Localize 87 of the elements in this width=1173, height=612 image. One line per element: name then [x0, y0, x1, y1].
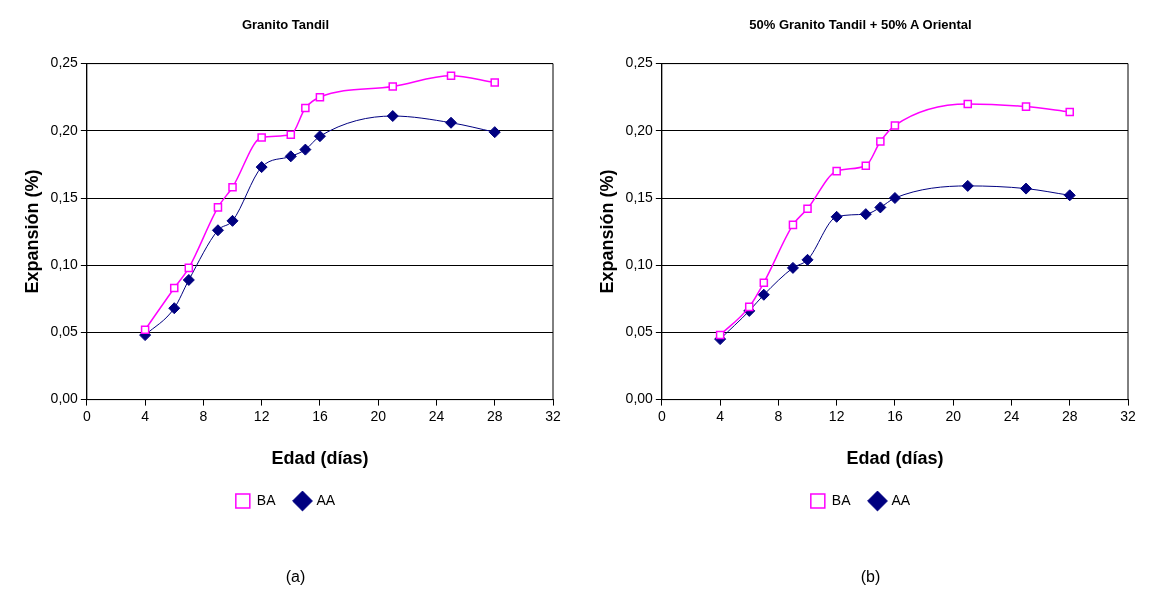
point	[388, 82, 398, 91]
x-tick-label: 0	[657, 407, 666, 424]
point	[228, 182, 237, 192]
y-tick-label: 0,25	[625, 54, 654, 71]
point	[386, 110, 399, 123]
y-tick-label: 0,00	[50, 390, 79, 407]
point	[284, 150, 297, 163]
x-tick-label: 4	[141, 407, 150, 424]
y-tick-label: 0,05	[50, 323, 79, 340]
point	[286, 130, 296, 140]
y-tick-label: 0,20	[50, 121, 79, 138]
x-tick-label: 8	[774, 407, 783, 424]
point	[801, 253, 814, 266]
point	[744, 302, 754, 312]
point	[1020, 182, 1033, 195]
point	[213, 203, 223, 212]
point	[1063, 189, 1076, 202]
point	[830, 210, 843, 223]
x-tick-label: 16	[312, 407, 328, 424]
point	[759, 278, 769, 287]
point	[313, 130, 326, 143]
point	[182, 273, 195, 286]
y-tick-label: 0,00	[625, 390, 654, 407]
legend-label: AA	[316, 491, 336, 508]
point	[963, 99, 973, 109]
x-tick-label: 0	[82, 407, 91, 424]
point	[859, 208, 872, 221]
legend-label: AA	[891, 491, 911, 508]
y-tick-label: 0,10	[625, 256, 654, 273]
point	[832, 166, 841, 176]
x-tick-label: 32	[1120, 407, 1136, 424]
point	[803, 204, 812, 214]
point	[786, 261, 799, 274]
y-tick-label: 0,15	[625, 188, 654, 205]
text: (b)	[859, 568, 882, 586]
y-tick-label: 0,10	[50, 256, 79, 273]
y-tick-label: 0,25	[50, 54, 79, 71]
x-tick-label: 16	[887, 407, 903, 424]
point	[876, 137, 885, 146]
point	[140, 325, 150, 334]
point	[445, 116, 458, 129]
point	[446, 71, 456, 80]
x-tick-label: 24	[428, 407, 445, 424]
point	[888, 192, 901, 204]
point	[1021, 102, 1031, 111]
point	[890, 121, 900, 130]
y-axis-title: Expansión (%)	[596, 169, 617, 294]
x-tick-label: 28	[486, 407, 503, 424]
legend-label: BA	[831, 491, 852, 508]
x-tick-label: 12	[828, 407, 845, 424]
legend-label: BA	[256, 491, 277, 508]
y-tick-label: 0,20	[625, 121, 654, 138]
x-axis-title: Edad (días)	[846, 448, 944, 469]
x-tick-label: 28	[1061, 407, 1078, 424]
point	[861, 161, 871, 171]
text: (a)	[284, 568, 307, 586]
point	[315, 92, 325, 102]
point	[211, 224, 224, 237]
point	[168, 302, 181, 315]
chart-title: Granito Tandil	[241, 17, 330, 33]
point	[1065, 107, 1075, 117]
x-tick-label: 32	[545, 407, 561, 424]
point	[490, 78, 500, 87]
x-tick-label: 12	[253, 407, 270, 424]
point	[255, 161, 268, 174]
point	[169, 283, 179, 293]
x-axis-title: Edad (días)	[271, 448, 369, 469]
point	[301, 103, 310, 113]
x-tick-label: 4	[716, 407, 725, 424]
point	[961, 179, 974, 192]
point	[184, 263, 194, 273]
point	[488, 126, 501, 139]
point	[757, 288, 770, 301]
point	[257, 133, 266, 142]
y-tick-label: 0,05	[625, 323, 654, 340]
point	[715, 330, 725, 340]
x-tick-label: 24	[1003, 407, 1020, 424]
x-tick-label: 8	[199, 407, 208, 424]
y-tick-label: 0,15	[50, 188, 79, 205]
y-axis-title: Expansión (%)	[21, 169, 42, 294]
chart-title: 50% Granito Tandil + 50% A Oriental	[749, 17, 972, 33]
point	[299, 143, 312, 156]
x-tick-label: 20	[370, 407, 387, 424]
point	[226, 214, 239, 227]
point	[874, 201, 887, 214]
point	[788, 220, 798, 230]
x-tick-label: 20	[945, 407, 962, 424]
